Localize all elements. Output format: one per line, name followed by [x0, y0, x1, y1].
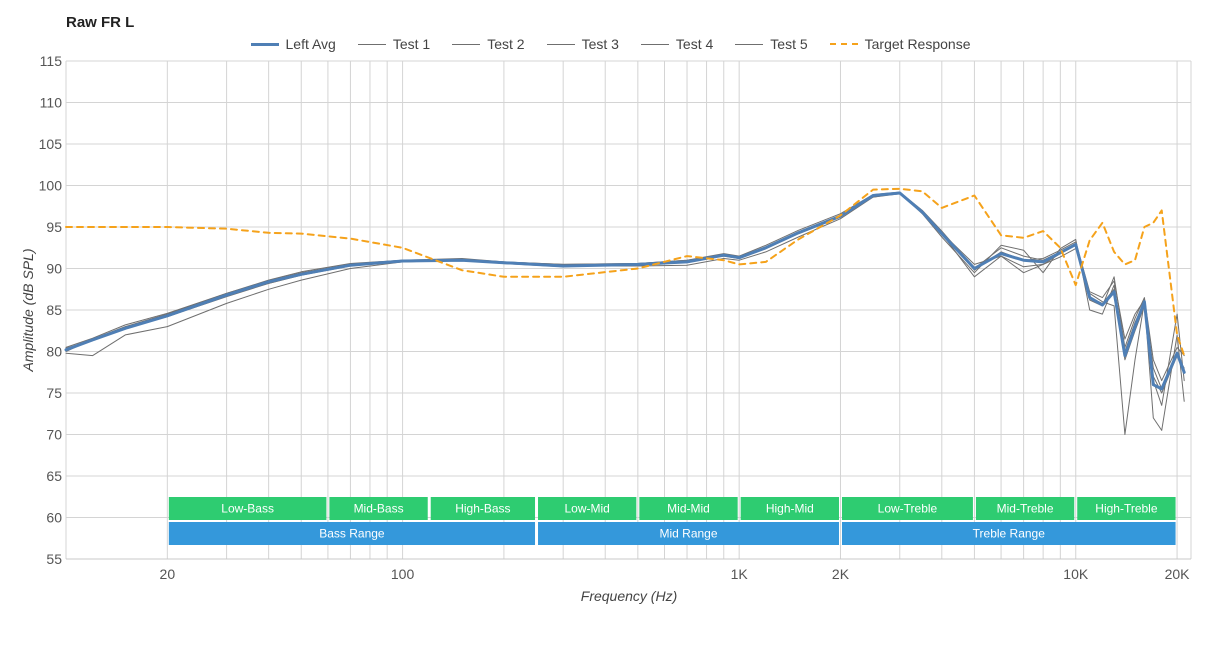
sub-band-label: Low-Bass — [221, 502, 274, 516]
sub-band-label: Mid-Treble — [997, 502, 1054, 516]
sub-band — [841, 497, 973, 520]
y-tick-label: 75 — [46, 385, 62, 401]
legend-label: Test 5 — [770, 36, 808, 52]
x-tick-label: 20 — [160, 566, 176, 582]
legend-label: Test 4 — [675, 36, 714, 52]
legend: Left Avg Test 1 Test 2 Test 3 Test 4 Test 5 Ta… — [0, 36, 1221, 52]
y-axis-title: Amplitude (dB SPL) — [20, 249, 36, 373]
y-tick-label: 70 — [46, 427, 62, 443]
legend-item[interactable]: Target Response — [829, 36, 971, 52]
grid — [65, 60, 1192, 560]
x-tick-label: 100 — [391, 566, 415, 582]
sub-band — [1077, 497, 1176, 520]
series-lines — [64, 187, 1186, 435]
sub-band — [975, 497, 1075, 520]
sub-band — [740, 497, 839, 520]
sub-band-label: Mid-Bass — [354, 502, 404, 516]
sub-band — [430, 497, 536, 520]
y-tick-label: 80 — [46, 344, 62, 360]
y-tick-label: 90 — [46, 261, 62, 277]
series-line-test-1 — [65, 191, 1185, 382]
axes: 55 60 65 70 75 80 85 90 95 100 105 110 115 20 100 1K 2K 1… — [39, 53, 1191, 582]
legend-item[interactable]: Test 4 — [640, 36, 714, 52]
series-line-left-avg — [64, 191, 1186, 391]
y-tick-label: 60 — [46, 510, 62, 526]
y-tick-label: 55 — [46, 551, 62, 567]
legend-swatch — [546, 43, 575, 45]
sub-band-label: Mid-Mid — [667, 502, 710, 516]
sub-band — [168, 497, 327, 520]
y-tick-label: 105 — [39, 136, 63, 152]
x-tick-label: 10K — [1063, 566, 1089, 582]
frequency-bands: Low-Bass Mid-Bass High-Bass Low-Mid Mid-Mid H… — [168, 497, 1176, 545]
legend-swatch — [250, 42, 279, 46]
legend-label: Test 2 — [487, 36, 525, 52]
legend-label: Test 1 — [392, 36, 431, 52]
y-tick-label: 115 — [40, 53, 63, 69]
range-band-label: Mid Range — [659, 527, 717, 541]
range-band-label: Treble Range — [973, 527, 1046, 541]
legend-item[interactable]: Test 1 — [357, 36, 431, 52]
range-band — [841, 522, 1176, 545]
y-tick-label: 85 — [46, 302, 62, 318]
sub-band-label: High-Bass — [455, 502, 510, 516]
chart-title: Raw FR L — [66, 14, 135, 31]
y-tick-label: 110 — [40, 95, 63, 111]
legend-swatch — [357, 43, 386, 45]
x-tick-label: 1K — [731, 566, 749, 582]
legend-item[interactable]: Test 2 — [452, 36, 525, 52]
legend-item[interactable]: Test 3 — [546, 36, 619, 52]
sub-band-label: Low-Mid — [565, 502, 610, 516]
x-axis-title: Frequency (Hz) — [581, 588, 677, 604]
legend-swatch — [452, 43, 481, 45]
sub-band — [329, 497, 428, 520]
x-tick-label: 2K — [832, 566, 850, 582]
sub-band-label: Low-Treble — [878, 502, 938, 516]
sub-band — [639, 497, 738, 520]
sub-band-label: High-Mid — [766, 502, 814, 516]
legend-swatch — [735, 43, 764, 45]
legend-label: Test 3 — [581, 36, 619, 52]
y-tick-label: 95 — [46, 219, 62, 235]
x-tick-label: 20K — [1165, 566, 1191, 582]
y-tick-label: 100 — [39, 178, 63, 194]
legend-swatch — [640, 43, 669, 45]
legend-item[interactable]: Left Avg — [250, 36, 336, 52]
series-line-target-response — [65, 187, 1186, 357]
range-band-label: Bass Range — [319, 527, 385, 541]
y-tick-label: 65 — [46, 468, 62, 484]
series-line-test-4 — [65, 191, 1185, 390]
range-band — [538, 522, 839, 545]
sub-band-label: High-Treble — [1095, 502, 1158, 516]
legend-swatch — [829, 43, 858, 45]
legend-item[interactable]: Test 5 — [735, 36, 808, 52]
series-line-test-3 — [65, 192, 1185, 406]
legend-label: Target Response — [864, 36, 971, 52]
legend-label: Left Avg — [285, 36, 336, 52]
range-band — [168, 522, 536, 545]
sub-band — [538, 497, 637, 520]
